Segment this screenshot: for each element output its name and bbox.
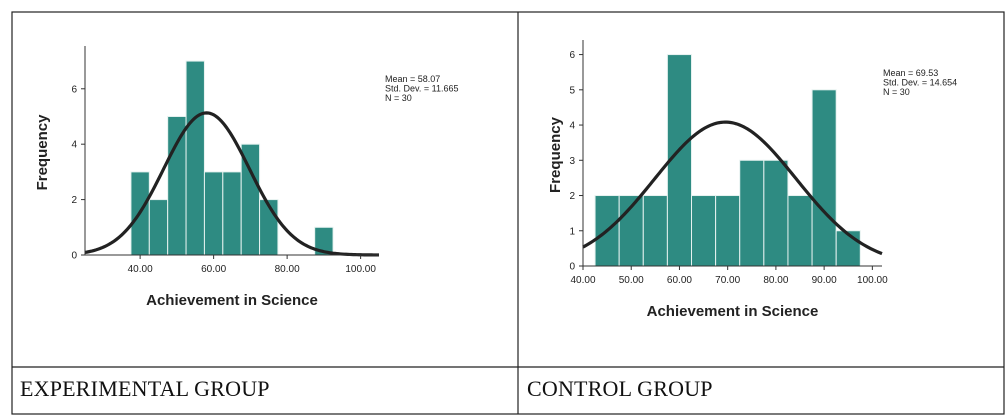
histogram-bar (148, 199, 169, 256)
stats-text: Std. Dev. = 14.654 (883, 78, 957, 88)
x-axis-label: Achievement in Science (146, 292, 318, 309)
histogram-bar (835, 230, 861, 267)
stats-text: Std. Dev. = 11.665 (385, 84, 458, 94)
x-tick-label: 80.00 (275, 264, 300, 275)
y-tick-label: 4 (71, 140, 77, 151)
y-tick-label: 3 (569, 156, 575, 167)
stats-text: N = 30 (385, 93, 412, 103)
histogram-bar (811, 89, 837, 267)
x-tick-label: 80.00 (763, 275, 788, 286)
y-tick-label: 2 (569, 191, 575, 202)
y-axis-label: Frequency (547, 116, 564, 193)
control-histogram: 0 1 2 3 4 5 6 40.00 50.00 60.00 70.00 80.00 90.00 100… (547, 40, 957, 320)
stats-text: Mean = 69.53 (883, 68, 938, 78)
control-group-caption: CONTROL GROUP (527, 376, 713, 401)
x-tick-label: 100.00 (857, 275, 888, 286)
x-tick-label: 50.00 (619, 275, 644, 286)
y-tick-label: 6 (569, 50, 575, 61)
normal-curve (582, 120, 883, 256)
experimental-histogram: 0 2 4 6 40.00 60.00 80.00 100.00 Achievement in … (34, 46, 458, 309)
histogram-bar (642, 195, 668, 267)
x-axis-label: Achievement in Science (647, 303, 819, 320)
histogram-bar (739, 159, 765, 267)
x-tick-label: 90.00 (812, 275, 837, 286)
x-tick-label: 40.00 (128, 264, 153, 275)
x-tick-label: 60.00 (201, 264, 226, 275)
normal-curve (84, 111, 380, 257)
y-axis-label: Frequency (34, 114, 51, 191)
histogram-bar (203, 171, 224, 256)
stats-text: Mean = 58.07 (385, 74, 440, 84)
y-tick-label: 6 (71, 84, 77, 95)
y-tick-label: 4 (569, 121, 575, 132)
x-tick-label: 40.00 (570, 275, 595, 286)
x-tick-label: 100.00 (345, 264, 376, 275)
histogram-bar (691, 195, 717, 267)
histogram-bar (763, 159, 789, 267)
histogram-bar (222, 171, 242, 256)
histogram-bar (787, 195, 813, 267)
y-tick-label: 0 (71, 251, 77, 262)
y-tick-label: 1 (569, 226, 575, 237)
x-tick-label: 70.00 (715, 275, 740, 286)
x-tick-label: 60.00 (667, 275, 692, 286)
table-border (11, 11, 1005, 415)
y-tick-label: 0 (569, 262, 575, 273)
histogram-bar (185, 60, 205, 256)
experimental-group-caption: EXPERIMENTAL GROUP (20, 376, 270, 401)
stats-text: N = 30 (883, 87, 910, 97)
y-tick-label: 2 (71, 195, 77, 206)
y-tick-label: 5 (569, 85, 575, 96)
histogram-bar (715, 195, 741, 267)
histogram-bar (167, 115, 187, 256)
